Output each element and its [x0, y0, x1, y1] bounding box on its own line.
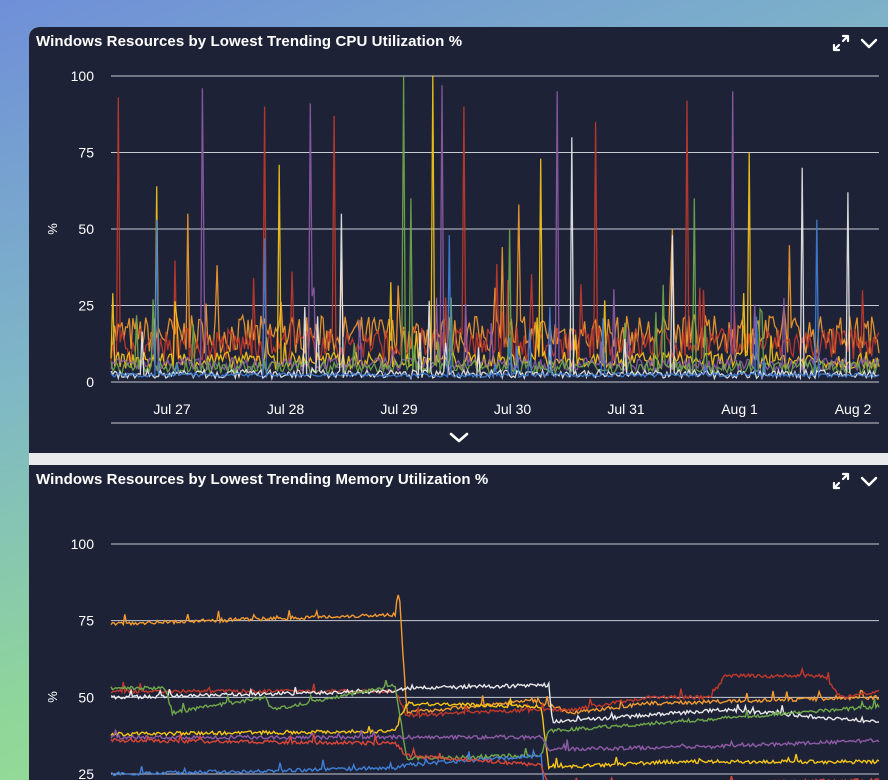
cpu-x-tick-label: Aug 1 — [721, 401, 758, 417]
cpu-y-tick-label: 50 — [78, 221, 94, 237]
cpu-x-tick-label: Jul 27 — [153, 401, 191, 417]
cpu-series-line — [110, 137, 880, 381]
mem-series-line — [110, 696, 880, 770]
mem-series-line — [110, 729, 880, 753]
cpu-panel-tools — [832, 34, 878, 52]
expand-icon[interactable] — [832, 472, 850, 490]
mem-y-tick-label: 50 — [78, 689, 94, 705]
mem-series-line — [110, 680, 880, 761]
cpu-x-tick-label: Jul 28 — [267, 401, 305, 417]
mem-y-tick-label: 100 — [71, 536, 95, 552]
mem-series-line — [110, 594, 880, 715]
cpu-y-tick-label: 0 — [86, 374, 94, 390]
mem-series-line — [110, 732, 879, 780]
cpu-y-tick-label: 75 — [78, 145, 94, 161]
cpu-x-tick-label: Jul 29 — [380, 401, 418, 417]
cpu-panel-title: Windows Resources by Lowest Trending CPU… — [36, 33, 463, 50]
cpu-series-line — [110, 97, 880, 364]
cpu-y-axis-label: % — [45, 223, 60, 235]
cpu-y-tick-label: 100 — [71, 68, 95, 84]
cpu-series-line — [110, 219, 880, 380]
mem-series-line — [110, 680, 880, 724]
mem-y-axis-label: % — [45, 691, 60, 703]
cpu-series-line — [110, 75, 880, 372]
cpu-x-tick-label: Aug 2 — [835, 401, 872, 417]
cpu-x-tick-label: Jul 31 — [607, 401, 645, 417]
cpu-series-line — [110, 85, 880, 374]
dashboard-shell: Windows Resources by Lowest Trending CPU… — [29, 27, 888, 780]
memory-panel-tools — [832, 472, 878, 490]
cpu-chart: 0 25 50 75 100% Jul 27 Jul 28 Jul 29 Jul 30 Jul 3… — [45, 68, 880, 424]
chevron-down-icon[interactable] — [860, 472, 878, 490]
expand-icon[interactable] — [832, 34, 850, 52]
collapse-chevron-icon[interactable] — [448, 429, 470, 447]
memory-utilization-panel: Windows Resources by Lowest Trending Mem… — [29, 465, 888, 780]
memory-panel-title: Windows Resources by Lowest Trending Mem… — [36, 471, 489, 488]
cpu-x-tick-label: Jul 30 — [494, 401, 532, 417]
mem-y-tick-label: 75 — [78, 613, 94, 629]
memory-chart: 25 50 75 100% — [45, 536, 880, 780]
cpu-y-tick-label: 25 — [78, 298, 94, 314]
mem-y-tick-label: 25 — [78, 766, 94, 780]
cpu-utilization-panel: Windows Resources by Lowest Trending CPU… — [29, 27, 888, 453]
chevron-down-icon[interactable] — [860, 34, 878, 52]
mem-series-line — [110, 748, 545, 780]
